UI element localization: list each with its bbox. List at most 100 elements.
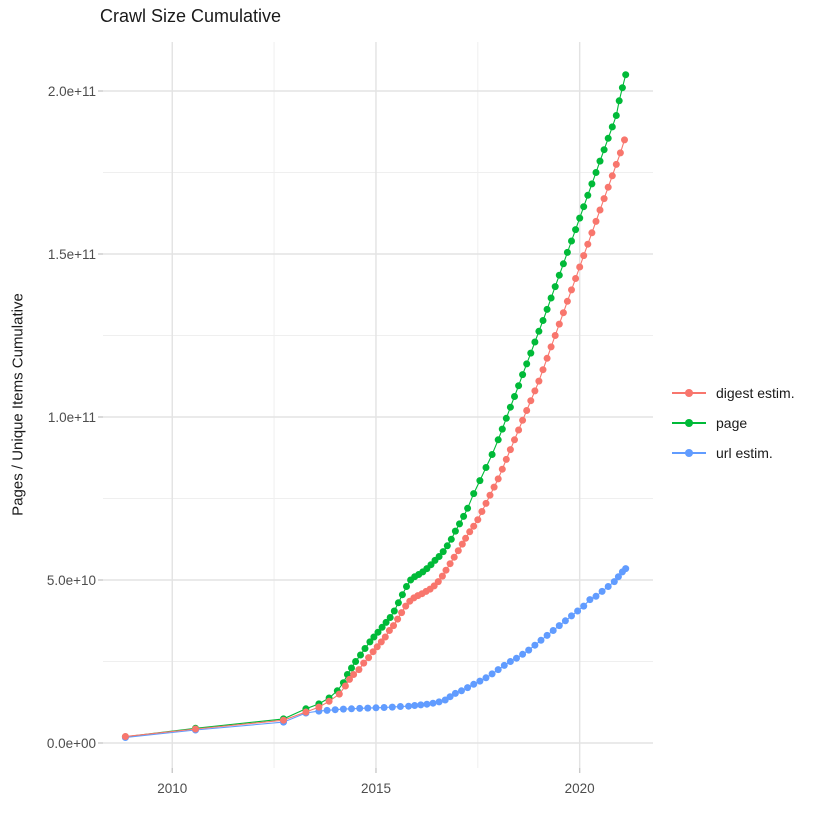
- x-tick-label: 2020: [565, 781, 595, 796]
- data-point: [535, 377, 543, 385]
- data-point: [563, 248, 571, 256]
- data-point: [374, 628, 382, 636]
- data-point: [454, 547, 462, 555]
- data-point: [525, 646, 533, 654]
- data-point: [378, 623, 386, 631]
- data-point: [592, 592, 600, 600]
- data-point: [403, 583, 410, 590]
- data-point: [394, 615, 402, 623]
- legend-key-icon: [672, 446, 706, 460]
- data-point: [572, 275, 580, 282]
- data-point: [614, 573, 622, 581]
- data-point: [568, 286, 575, 294]
- data-point: [596, 206, 604, 214]
- data-point: [398, 609, 406, 617]
- data-point: [576, 263, 584, 271]
- data-point: [618, 84, 626, 92]
- data-point: [555, 622, 563, 630]
- data-point: [373, 643, 381, 651]
- data-point: [398, 591, 406, 599]
- data-point: [608, 172, 616, 180]
- data-point: [622, 565, 630, 573]
- data-point: [574, 607, 582, 615]
- data-point: [346, 675, 353, 683]
- data-point: [604, 583, 612, 590]
- data-point: [470, 490, 478, 498]
- data-point: [559, 260, 567, 268]
- data-point: [506, 403, 514, 411]
- data-point: [464, 504, 472, 512]
- data-point: [355, 666, 363, 674]
- data-point: [470, 680, 478, 688]
- data-point: [429, 699, 437, 707]
- data-point: [405, 702, 413, 710]
- data-point: [598, 587, 606, 595]
- data-point: [531, 387, 539, 395]
- data-point: [584, 240, 592, 248]
- data-point: [563, 297, 571, 305]
- data-point: [315, 703, 323, 711]
- data-point: [390, 622, 397, 630]
- data-point: [443, 542, 451, 550]
- data-point: [488, 451, 496, 458]
- data-point: [527, 349, 535, 357]
- data-point: [612, 112, 620, 119]
- legend-item-page: page: [672, 408, 795, 438]
- data-point: [580, 203, 588, 211]
- data-point: [121, 733, 129, 740]
- data-point: [381, 633, 389, 641]
- data-point: [396, 703, 404, 710]
- legend-item-digest-estim: digest estim.: [672, 378, 795, 408]
- x-tick-label: 2015: [361, 781, 391, 796]
- legend-key-icon: [672, 416, 706, 430]
- data-point: [339, 705, 347, 713]
- series-url-estim: [121, 565, 630, 741]
- data-point: [356, 704, 364, 712]
- data-point: [494, 436, 502, 444]
- data-point: [302, 708, 310, 716]
- data-point: [515, 382, 523, 390]
- data-point: [417, 701, 425, 709]
- data-point: [411, 702, 419, 709]
- data-point: [361, 645, 369, 652]
- data-point: [527, 397, 535, 405]
- y-tick-label: 5.0e+10: [47, 573, 96, 588]
- data-point: [576, 214, 584, 222]
- y-tick-label: 1.0e+11: [48, 410, 96, 425]
- data-point: [610, 578, 618, 586]
- data-point: [592, 169, 600, 176]
- data-point: [561, 617, 569, 625]
- data-point: [506, 658, 514, 665]
- data-point: [350, 671, 358, 678]
- data-point: [547, 294, 555, 302]
- data-point: [364, 704, 372, 712]
- data-point: [586, 596, 594, 604]
- legend-label: page: [716, 415, 748, 431]
- data-point: [604, 183, 612, 191]
- data-point: [280, 716, 287, 724]
- data-point: [382, 618, 390, 626]
- data-point: [380, 704, 388, 711]
- legend-label: digest estim.: [716, 385, 795, 401]
- data-point: [464, 684, 472, 692]
- data-point: [615, 97, 623, 105]
- data-point: [460, 512, 468, 520]
- data-point: [451, 689, 459, 697]
- data-point: [451, 527, 459, 535]
- data-point: [476, 477, 484, 485]
- data-point: [488, 670, 496, 678]
- data-point: [435, 553, 443, 560]
- data-point: [482, 674, 490, 682]
- data-point: [446, 560, 454, 568]
- data-point: [568, 237, 575, 245]
- data-point: [559, 309, 567, 317]
- data-point: [580, 602, 588, 610]
- data-point: [447, 535, 455, 543]
- data-point: [377, 638, 385, 646]
- data-point: [539, 317, 547, 324]
- data-point: [435, 698, 443, 706]
- data-point: [580, 252, 588, 260]
- data-point: [360, 659, 368, 667]
- data-point: [547, 343, 555, 351]
- data-point: [543, 631, 551, 639]
